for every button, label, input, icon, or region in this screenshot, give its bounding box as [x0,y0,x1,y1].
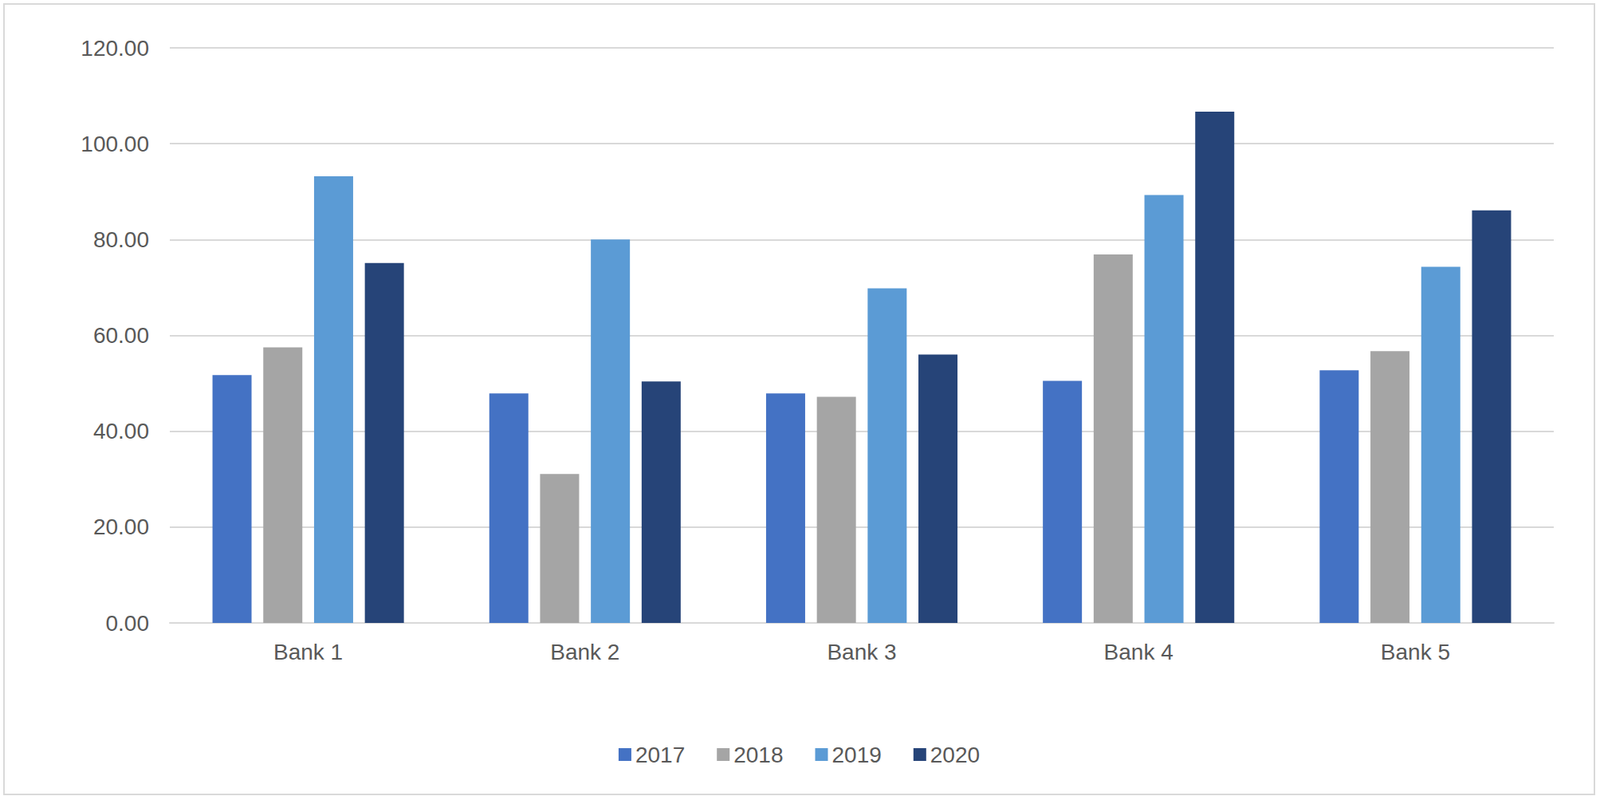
svg-text:Bank 1: Bank 1 [273,639,343,665]
svg-text:100.00: 100.00 [80,131,150,157]
svg-text:20.00: 20.00 [93,514,150,539]
svg-text:Bank 3: Bank 3 [826,639,897,665]
svg-text:2017: 2017 [635,742,685,767]
svg-text:2020: 2020 [930,742,980,767]
svg-text:Bank 4: Bank 4 [1104,639,1174,665]
svg-text:120.00: 120.00 [80,35,150,61]
svg-text:0.00: 0.00 [106,610,150,636]
svg-text:Bank 2: Bank 2 [550,639,620,665]
svg-text:80.00: 80.00 [93,227,150,252]
svg-text:40.00: 40.00 [93,418,150,444]
svg-text:Bank 5: Bank 5 [1380,639,1451,665]
svg-text:60.00: 60.00 [93,322,150,348]
svg-text:2019: 2019 [832,742,882,767]
svg-text:2018: 2018 [733,742,783,767]
